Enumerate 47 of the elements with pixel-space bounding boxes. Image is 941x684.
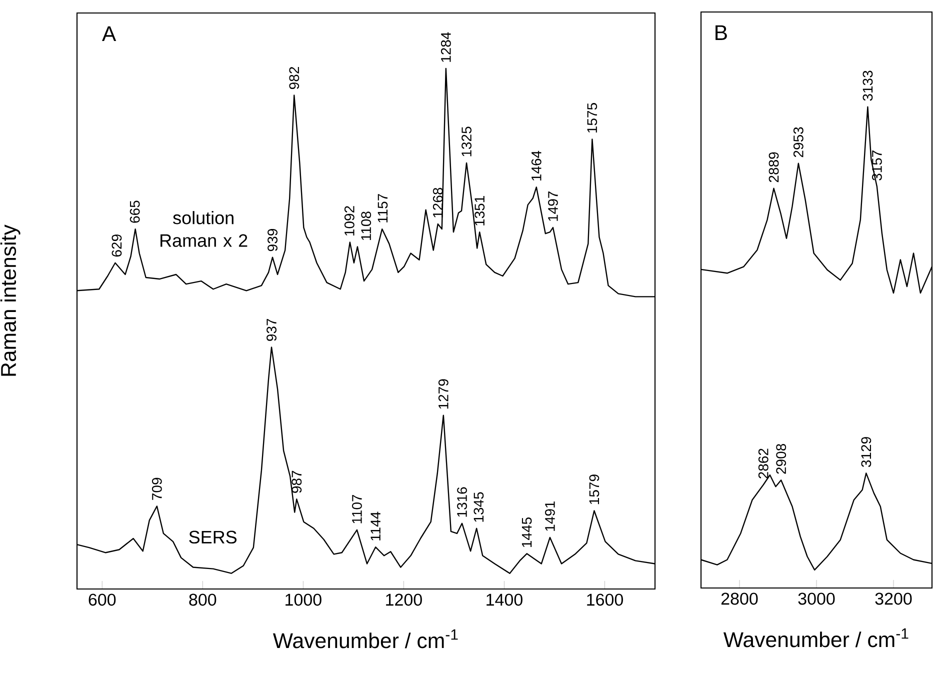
- annotation: 1497: [548, 192, 558, 221]
- annotation: 1316: [457, 487, 467, 517]
- annotation: 3157: [872, 150, 882, 180]
- annotation: 709: [152, 478, 162, 500]
- annotation: 1491: [545, 501, 555, 531]
- annotation: 1144: [370, 512, 380, 540]
- annotation: 1107: [352, 494, 362, 524]
- annotation: 1575: [587, 103, 598, 133]
- x-axis-title: Wavenumber / cm$^{-1}$: [272, 629, 458, 648]
- annotation: 937: [266, 318, 276, 341]
- x-tick-label: 1600: [587, 594, 623, 606]
- annotation: 1092: [344, 206, 354, 236]
- annotation: 2908: [776, 444, 786, 474]
- x-tick-label: 1200: [386, 594, 422, 606]
- annotation: 2953: [793, 127, 804, 158]
- annotation: 982: [289, 67, 300, 90]
- x-tick-label: 600: [88, 594, 116, 606]
- y-axis-title: Raman intensity: [0, 224, 20, 376]
- annotation: 2889: [768, 152, 779, 182]
- series-label: SERS: [189, 530, 237, 544]
- x-tick-label: 3200: [875, 592, 912, 605]
- annotation: 1108: [361, 212, 372, 240]
- annotation: 2862: [758, 448, 768, 478]
- annotation: 1157: [378, 194, 388, 222]
- annotation: 629: [112, 234, 122, 257]
- annotation: 1325: [462, 126, 472, 156]
- annotation: 939: [268, 229, 278, 252]
- annotation: 1445: [522, 518, 532, 547]
- annotation: 3133: [862, 70, 873, 101]
- annotation: 987: [292, 470, 302, 493]
- annotation: 3129: [861, 437, 872, 468]
- annotation: 1284: [440, 32, 451, 62]
- series-label: solution Raman x 2: [160, 211, 248, 247]
- chart-title: A: [102, 26, 116, 42]
- x-tick-label: 2800: [721, 592, 758, 605]
- x-tick-label: 1000: [286, 594, 322, 606]
- annotation: 1345: [474, 492, 484, 522]
- annotation: 665: [130, 200, 140, 223]
- x-tick-label: 1400: [486, 594, 522, 606]
- annotation: 1464: [531, 150, 542, 180]
- chart-title: B: [716, 25, 727, 40]
- x-tick-label: 800: [189, 594, 216, 606]
- annotation: 1351: [474, 196, 485, 226]
- annotation: 1279: [438, 379, 448, 409]
- x-tick-label: 3000: [798, 592, 835, 605]
- x-axis-title: Wavenumber / cm$^{-1}$: [723, 628, 908, 648]
- annotation: 1579: [589, 474, 600, 504]
